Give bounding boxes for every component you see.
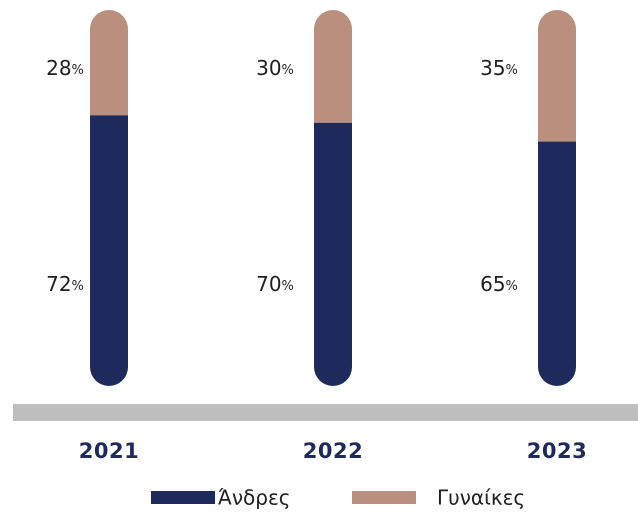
data-label-men-2023: 65% [480, 272, 518, 296]
bar-2023 [538, 10, 576, 386]
bar-2022 [314, 10, 352, 386]
bar-segment-men-2021 [90, 115, 128, 386]
legend-swatch-women [352, 491, 416, 504]
legend-label-men: Άνδρες [218, 486, 291, 510]
year-label-2022: 2022 [303, 439, 363, 463]
data-label-women-2023: 35% [480, 56, 518, 80]
bar-segment-women-2023 [538, 10, 576, 142]
bar-segment-women-2021 [90, 10, 128, 116]
bar-2021 [90, 10, 128, 386]
data-label-men-2021: 72% [46, 272, 84, 296]
year-labels: 2021 2022 2023 [79, 439, 587, 463]
baseline-band [13, 404, 638, 421]
year-label-2021: 2021 [79, 439, 139, 463]
bar-segment-men-2022 [314, 122, 352, 386]
data-label-women-2021: 28% [46, 56, 84, 80]
data-label-women-2022: 30% [256, 56, 294, 80]
data-label-men-2022: 70% [256, 272, 294, 296]
bar-segment-women-2022 [314, 10, 352, 123]
bars-group: 28% 72% 30% 70% 35% 65% [46, 10, 576, 386]
bar-segment-men-2023 [538, 141, 576, 386]
legend-swatch-men [151, 491, 215, 504]
legend-label-women: Γυναίκες [437, 486, 525, 510]
legend: Άνδρες Γυναίκες [151, 486, 525, 510]
year-label-2023: 2023 [527, 439, 587, 463]
